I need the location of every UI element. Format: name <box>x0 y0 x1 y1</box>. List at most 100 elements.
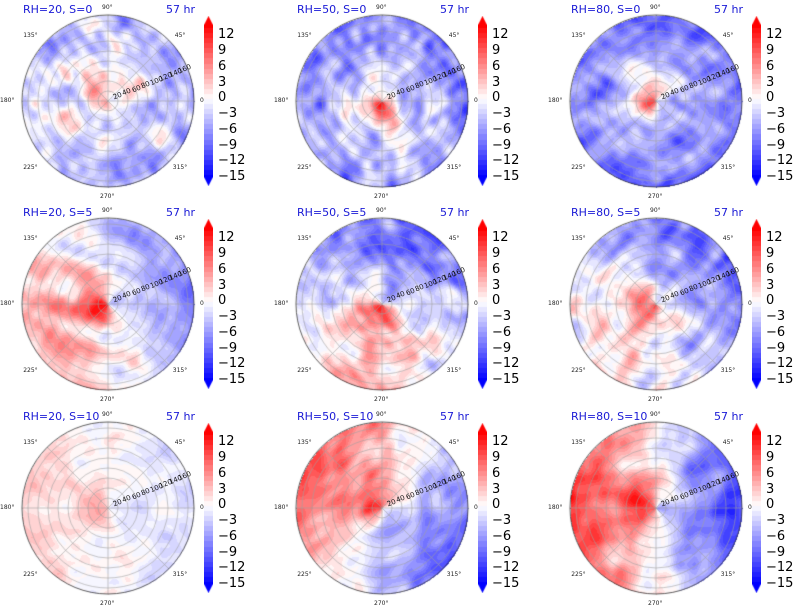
colorbar-tick-label: −12 <box>766 153 794 169</box>
polar-panel: RH=50, S=057 hr204060801001201401600°45°… <box>274 0 539 204</box>
colorbar-tick-label: 6 <box>766 465 775 481</box>
colorbar-tick-label: −12 <box>492 356 520 372</box>
colorbar <box>752 16 761 186</box>
colorbar <box>204 219 213 389</box>
colorbar-tick-label: 0 <box>766 293 775 309</box>
colorbar-tick-label: 9 <box>492 43 501 59</box>
angular-tick-label: 135° <box>23 32 38 40</box>
colorbar-tick-label: 0 <box>492 497 501 513</box>
angular-tick-label: 270° <box>100 600 115 607</box>
angular-tick-label: 90° <box>102 207 113 214</box>
colorbar-tick-label: −9 <box>766 544 786 560</box>
polar-panel: RH=80, S=557 hr204060801001201401600°45°… <box>548 203 795 407</box>
colorbar-tick-label: 12 <box>766 434 783 450</box>
angular-tick-label: 45° <box>722 235 734 243</box>
colorbar-tick-label: 0 <box>766 497 775 513</box>
angular-tick-label: 225° <box>23 366 38 374</box>
angular-tick-label: 225° <box>23 570 38 578</box>
colorbar-tick-label: 9 <box>218 246 227 262</box>
angular-tick-label: 180° <box>0 300 15 307</box>
colorbar-tick-label: 12 <box>766 230 783 246</box>
angular-tick-label: 90° <box>650 207 661 214</box>
colorbar-tick-label: −9 <box>492 544 512 560</box>
colorbar-tick-label: 0 <box>492 293 501 309</box>
colorbar-tick-label: −6 <box>766 528 786 544</box>
colorbar-tick-label: −15 <box>766 576 794 591</box>
colorbar-tick-label: 3 <box>492 277 501 293</box>
colorbar-tick-label: 6 <box>766 58 775 74</box>
angular-tick-label: 315° <box>446 366 462 374</box>
angular-tick-label: 270° <box>374 193 389 200</box>
colorbar-tick-label: 3 <box>766 481 775 497</box>
colorbar-tick-label: −9 <box>492 340 512 356</box>
angular-tick-label: 315° <box>720 366 736 374</box>
angular-tick-label: 180° <box>274 97 289 104</box>
angular-tick-label: 315° <box>720 163 736 171</box>
angular-tick-label: 270° <box>100 396 115 403</box>
colorbar-tick-label: −12 <box>766 560 794 576</box>
colorbar-tick-label: 6 <box>492 261 501 277</box>
angular-tick-label: 90° <box>376 4 387 11</box>
angular-tick-label: 225° <box>571 366 586 374</box>
angular-tick-label: 45° <box>174 439 186 447</box>
angular-tick-label: 0° <box>200 504 207 511</box>
colorbar-tick-label: −3 <box>766 106 786 122</box>
angular-tick-label: 225° <box>23 163 38 171</box>
colorbar-tick-label: −3 <box>766 309 786 325</box>
colorbar-tick-label: 3 <box>218 481 227 497</box>
polar-contour-field <box>274 407 490 611</box>
colorbar-tick-label: 12 <box>218 434 235 450</box>
colorbar-tick-label: −15 <box>492 576 520 591</box>
angular-tick-label: 225° <box>571 163 586 171</box>
colorbar-tick-label: −12 <box>218 560 246 576</box>
colorbar-tick-label: 12 <box>492 434 509 450</box>
colorbar-tick-label: 3 <box>492 481 501 497</box>
colorbar-tick-label: 12 <box>766 27 783 43</box>
angular-tick-label: 0° <box>474 504 481 511</box>
angular-tick-label: 0° <box>474 300 481 307</box>
colorbar-tick-label: −15 <box>218 576 246 591</box>
angular-tick-label: 270° <box>374 396 389 403</box>
angular-tick-label: 180° <box>274 300 289 307</box>
colorbar <box>204 16 213 186</box>
colorbar-tick-label: 12 <box>218 27 235 43</box>
colorbar-tick-label: −15 <box>218 372 246 387</box>
colorbar <box>752 423 761 593</box>
angular-tick-label: 180° <box>548 97 563 104</box>
angular-tick-label: 45° <box>174 32 186 40</box>
angular-tick-label: 180° <box>548 300 563 307</box>
colorbar-tick-label: 6 <box>492 58 501 74</box>
polar-contour-field <box>0 407 216 611</box>
colorbar-tick-label: 3 <box>218 277 227 293</box>
angular-tick-label: 0° <box>748 97 755 104</box>
colorbar-tick-label: −6 <box>492 121 512 137</box>
angular-tick-label: 90° <box>376 207 387 214</box>
colorbar-tick-label: 3 <box>766 277 775 293</box>
colorbar-tick-label: −12 <box>492 153 520 169</box>
colorbar <box>478 423 487 593</box>
colorbar-tick-label: 0 <box>218 293 227 309</box>
colorbar-tick-label: −6 <box>492 528 512 544</box>
angular-tick-label: 135° <box>297 235 312 243</box>
polar-contour-field <box>548 0 764 204</box>
angular-tick-label: 45° <box>448 439 460 447</box>
angular-tick-label: 180° <box>0 97 15 104</box>
colorbar-tick-label: −3 <box>766 513 786 529</box>
colorbar-tick-label: −9 <box>218 340 238 356</box>
colorbar-tick-label: −12 <box>218 153 246 169</box>
colorbar-tick-label: −3 <box>492 106 512 122</box>
colorbar-tick-label: 0 <box>766 90 775 106</box>
colorbar-tick-label: 0 <box>218 90 227 106</box>
angular-tick-label: 315° <box>720 570 736 578</box>
colorbar-tick-label: −3 <box>218 106 238 122</box>
angular-tick-label: 0° <box>200 300 207 307</box>
angular-tick-label: 45° <box>722 439 734 447</box>
angular-tick-label: 90° <box>102 4 113 11</box>
angular-tick-label: 45° <box>448 32 460 40</box>
angular-tick-label: 135° <box>571 235 586 243</box>
colorbar <box>204 423 213 593</box>
colorbar-tick-label: 3 <box>492 74 501 90</box>
colorbar-tick-label: −6 <box>218 528 238 544</box>
colorbar-tick-label: 9 <box>492 450 501 466</box>
colorbar-tick-label: −15 <box>218 169 246 184</box>
